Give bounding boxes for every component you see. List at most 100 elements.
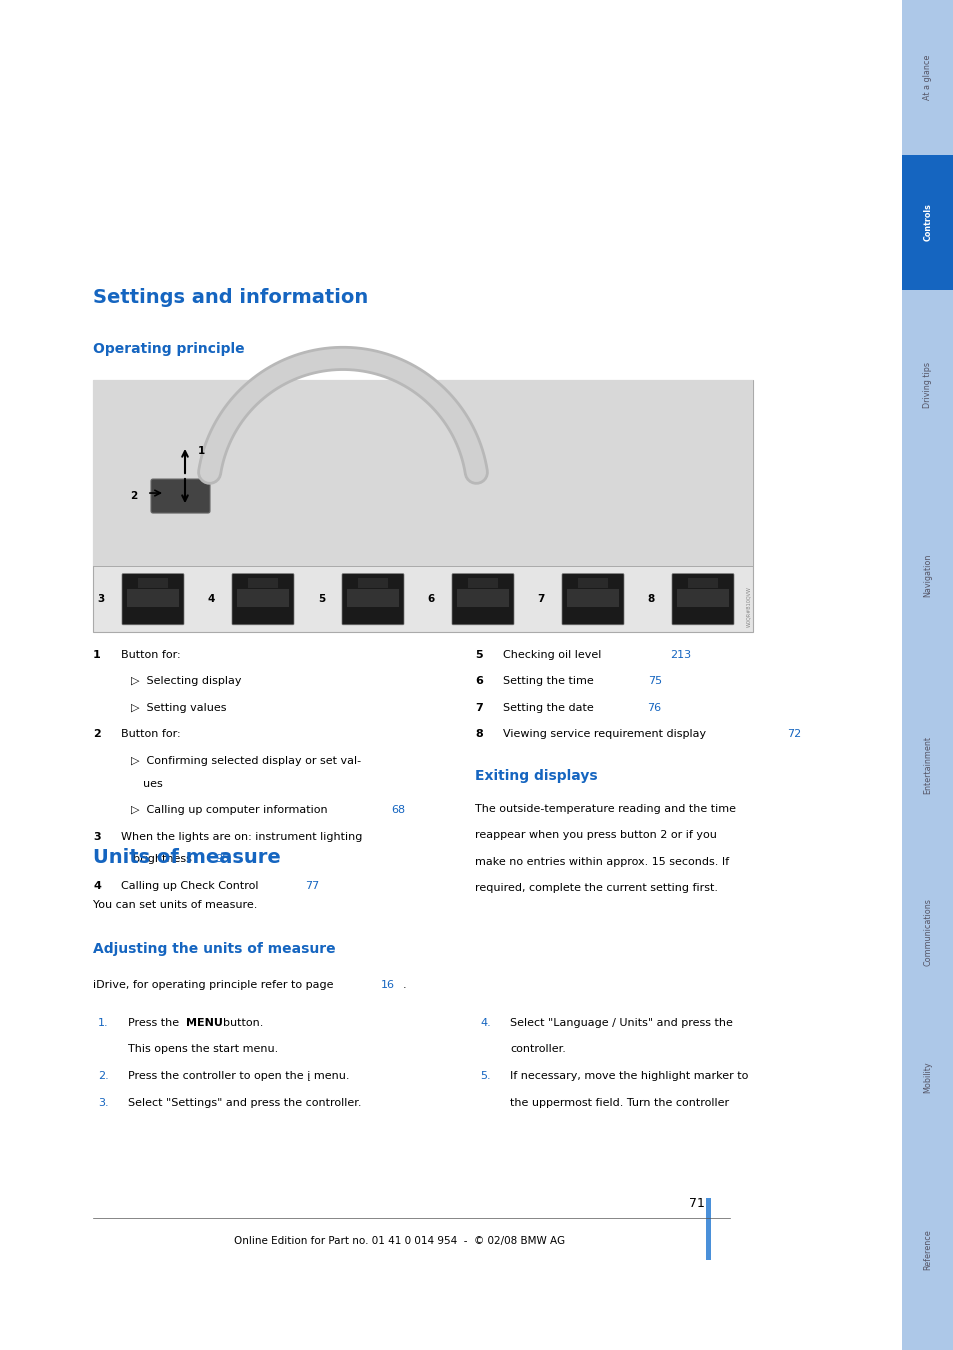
Text: Button for:: Button for: (121, 729, 180, 740)
Text: make no entries within approx. 15 seconds. If: make no entries within approx. 15 second… (475, 857, 728, 867)
FancyBboxPatch shape (901, 481, 953, 670)
Text: 7: 7 (537, 594, 544, 605)
Text: 5: 5 (317, 594, 325, 605)
Text: If necessary, move the highlight marker to: If necessary, move the highlight marker … (510, 1071, 747, 1081)
Text: the uppermost field. Turn the controller: the uppermost field. Turn the controller (510, 1098, 728, 1107)
Text: ▷  Confirming selected display or set val-: ▷ Confirming selected display or set val… (131, 756, 361, 765)
Text: 4: 4 (92, 880, 101, 891)
Text: Mobility: Mobility (923, 1061, 931, 1094)
Text: 71: 71 (688, 1197, 704, 1210)
Text: 6: 6 (475, 676, 482, 687)
FancyBboxPatch shape (687, 578, 718, 589)
FancyBboxPatch shape (901, 0, 953, 155)
Text: When the lights are on: instrument lighting: When the lights are on: instrument light… (121, 832, 362, 841)
Text: 1: 1 (92, 649, 101, 660)
Text: Viewing service requirement display: Viewing service requirement display (502, 729, 705, 740)
FancyBboxPatch shape (138, 578, 168, 589)
Text: ▷  Calling up computer information: ▷ Calling up computer information (131, 805, 327, 815)
Text: 6: 6 (427, 594, 435, 605)
FancyBboxPatch shape (347, 590, 398, 606)
Text: 2: 2 (92, 729, 101, 740)
Text: brightness: brightness (132, 855, 192, 864)
Text: 75: 75 (647, 676, 661, 687)
FancyBboxPatch shape (122, 574, 184, 625)
Text: Press the: Press the (128, 1018, 182, 1027)
FancyBboxPatch shape (677, 590, 728, 606)
Text: 8: 8 (647, 594, 655, 605)
Text: Press the controller to open the į menu.: Press the controller to open the į menu. (128, 1071, 349, 1081)
FancyBboxPatch shape (341, 574, 403, 625)
Text: The outside-temperature reading and the time: The outside-temperature reading and the … (475, 803, 735, 814)
FancyBboxPatch shape (901, 290, 953, 481)
Text: 2: 2 (130, 491, 137, 501)
Text: 7: 7 (475, 703, 482, 713)
Text: This opens the start menu.: This opens the start menu. (128, 1045, 278, 1054)
Text: Button for:: Button for: (121, 649, 180, 660)
Text: 2.: 2. (98, 1071, 109, 1081)
Text: W0QR#B10QVW: W0QR#B10QVW (745, 586, 750, 626)
Text: 3: 3 (97, 594, 105, 605)
Text: button.: button. (223, 1018, 263, 1027)
FancyBboxPatch shape (236, 590, 289, 606)
FancyBboxPatch shape (151, 479, 210, 513)
FancyBboxPatch shape (578, 578, 607, 589)
FancyBboxPatch shape (127, 590, 179, 606)
Text: Units of measure: Units of measure (92, 848, 280, 867)
FancyBboxPatch shape (357, 578, 388, 589)
Text: 3: 3 (92, 832, 100, 841)
Text: Setting the time: Setting the time (502, 676, 593, 687)
Text: Controls: Controls (923, 204, 931, 242)
Text: 1.: 1. (98, 1018, 109, 1027)
Text: reappear when you press button 2 or if you: reappear when you press button 2 or if y… (475, 830, 716, 840)
FancyBboxPatch shape (566, 590, 618, 606)
FancyBboxPatch shape (901, 155, 953, 290)
Text: 77: 77 (305, 880, 319, 891)
FancyBboxPatch shape (468, 578, 497, 589)
Text: 3.: 3. (98, 1098, 109, 1107)
FancyBboxPatch shape (671, 574, 733, 625)
Text: ▷  Selecting display: ▷ Selecting display (131, 676, 241, 687)
Text: 72: 72 (786, 729, 801, 740)
Text: 68: 68 (391, 805, 405, 815)
Text: 1: 1 (198, 446, 205, 456)
FancyBboxPatch shape (901, 1150, 953, 1350)
Text: Driving tips: Driving tips (923, 362, 931, 408)
Text: 4.: 4. (479, 1018, 490, 1027)
FancyBboxPatch shape (456, 590, 509, 606)
Text: required, complete the current setting first.: required, complete the current setting f… (475, 883, 718, 894)
FancyBboxPatch shape (452, 574, 514, 625)
Text: Navigation: Navigation (923, 554, 931, 597)
Text: 5: 5 (475, 649, 482, 660)
Text: ▷  Setting values: ▷ Setting values (131, 703, 226, 713)
Text: 5.: 5. (479, 1071, 490, 1081)
Text: Online Edition for Part no. 01 41 0 014 954  -  © 02/08 BMW AG: Online Edition for Part no. 01 41 0 014 … (234, 1237, 565, 1246)
FancyBboxPatch shape (901, 670, 953, 860)
Text: Operating principle: Operating principle (92, 342, 244, 356)
Text: Adjusting the units of measure: Adjusting the units of measure (92, 942, 335, 956)
Text: Entertainment: Entertainment (923, 736, 931, 794)
Text: ues: ues (143, 779, 163, 788)
Text: 76: 76 (646, 703, 660, 713)
Text: 8: 8 (475, 729, 482, 740)
Text: Settings and information: Settings and information (92, 288, 368, 306)
FancyBboxPatch shape (705, 1197, 711, 1260)
Text: 213: 213 (669, 649, 690, 660)
FancyBboxPatch shape (901, 860, 953, 1004)
FancyBboxPatch shape (901, 1004, 953, 1150)
Text: iDrive, for operating principle refer to page: iDrive, for operating principle refer to… (92, 980, 336, 990)
Text: Reference: Reference (923, 1230, 931, 1270)
Text: 4: 4 (208, 594, 214, 605)
Text: You can set units of measure.: You can set units of measure. (92, 900, 257, 910)
FancyBboxPatch shape (232, 574, 294, 625)
Text: Setting the date: Setting the date (502, 703, 593, 713)
Text: Select "Settings" and press the controller.: Select "Settings" and press the controll… (128, 1098, 361, 1107)
Text: MENU: MENU (186, 1018, 223, 1027)
Text: Select "Language / Units" and press the: Select "Language / Units" and press the (510, 1018, 732, 1027)
Text: At a glance: At a glance (923, 55, 931, 100)
FancyBboxPatch shape (92, 379, 752, 567)
FancyBboxPatch shape (561, 574, 623, 625)
Text: controller.: controller. (510, 1045, 565, 1054)
Text: Calling up Check Control: Calling up Check Control (121, 880, 258, 891)
Text: Exiting displays: Exiting displays (475, 769, 597, 783)
FancyBboxPatch shape (92, 379, 752, 632)
